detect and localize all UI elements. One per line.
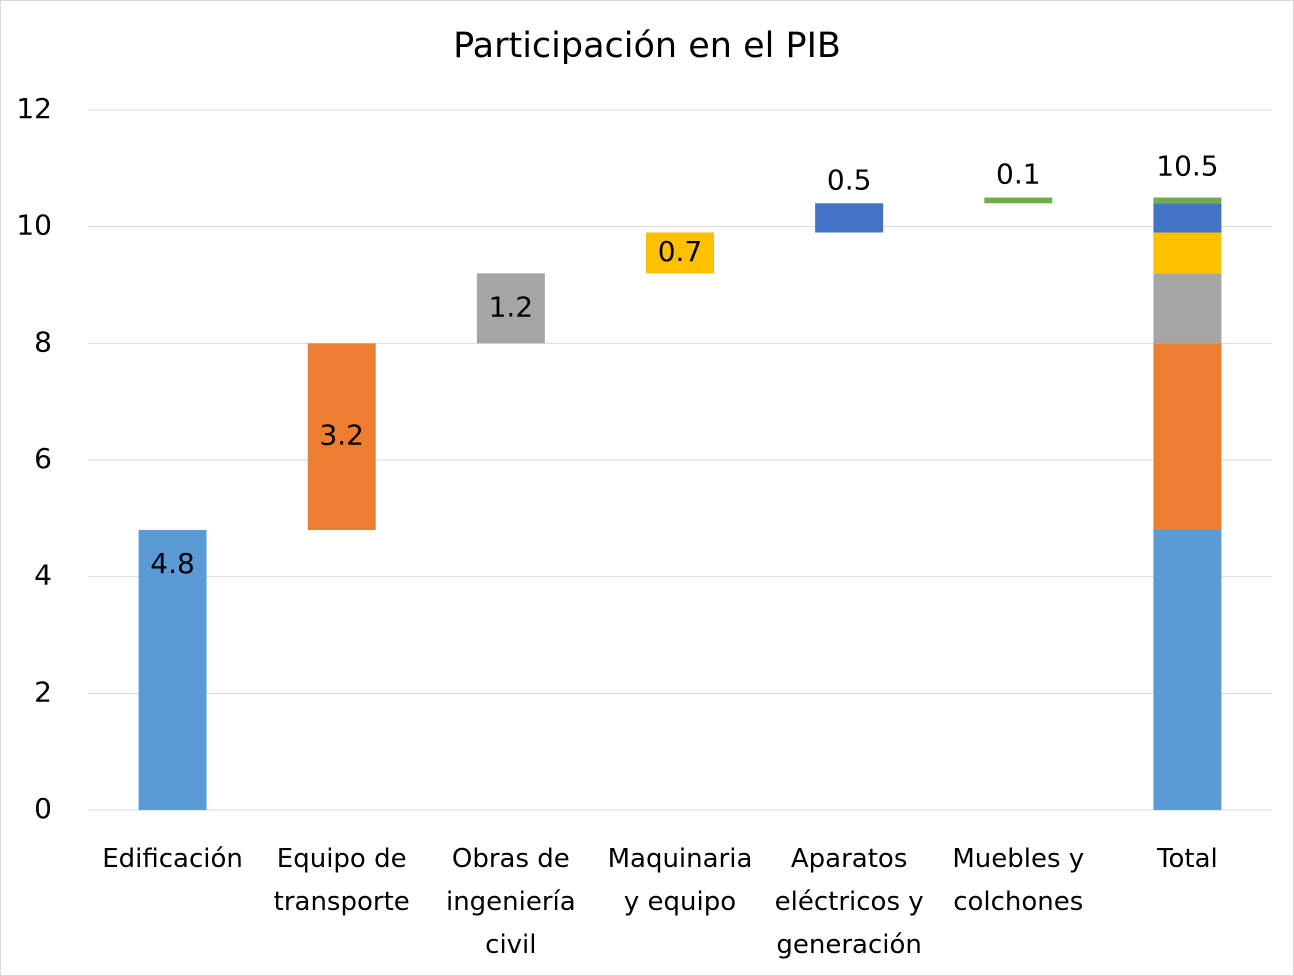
total-segment — [1153, 343, 1222, 530]
data-label: 0.5 — [827, 163, 872, 196]
x-tick-label: Equipo de transporte — [273, 844, 410, 917]
chart-title: Participación en el PIB — [453, 26, 841, 66]
bar — [815, 203, 884, 233]
total-segment — [1153, 197, 1222, 204]
total-segment — [1153, 203, 1222, 233]
bar — [307, 343, 376, 530]
data-label: 4.8 — [150, 547, 195, 580]
y-tick-label: 6 — [34, 442, 52, 475]
bar — [476, 273, 545, 344]
bar — [646, 232, 714, 274]
data-label: 10.5 — [1156, 150, 1218, 183]
x-tick-label: Aparatos eléctricos y generación — [774, 844, 924, 960]
total-segment — [1153, 530, 1222, 810]
x-tick-label: Maquinaria y equipo — [607, 844, 753, 917]
bar — [138, 530, 207, 810]
y-tick-label: 8 — [34, 325, 52, 358]
y-tick-label: 0 — [34, 792, 52, 825]
total-segment — [1153, 232, 1222, 274]
total-segment — [1153, 273, 1222, 344]
x-tick-label: Total — [1157, 844, 1218, 874]
data-label: 0.1 — [996, 158, 1041, 191]
y-tick-label: 4 — [34, 559, 52, 592]
x-tick-label: Muebles y colchones — [952, 844, 1085, 917]
x-tick-label: Edificación — [102, 844, 243, 874]
data-label: 3.2 — [319, 419, 364, 452]
y-tick-label: 12 — [16, 92, 52, 125]
bar — [984, 197, 1053, 204]
x-tick-label: Obras de ingeniería civil — [445, 844, 576, 960]
y-tick-label: 2 — [34, 675, 52, 708]
y-tick-label: 10 — [16, 209, 52, 242]
data-label: 1.2 — [489, 290, 534, 323]
data-label: 0.7 — [658, 235, 703, 268]
